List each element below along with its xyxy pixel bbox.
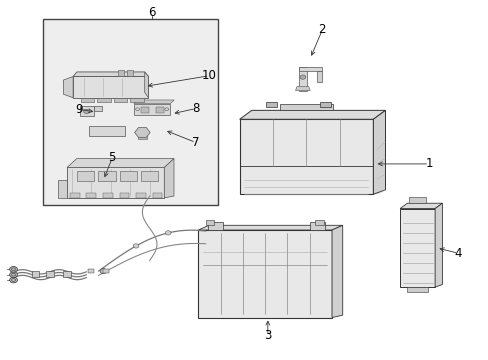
Polygon shape [239,111,385,119]
Polygon shape [198,230,331,318]
Polygon shape [399,203,442,208]
Bar [266,102,277,108]
Polygon shape [239,119,372,194]
Circle shape [299,75,305,79]
Bar [130,98,143,102]
Text: 4: 4 [454,247,461,260]
Circle shape [165,231,171,235]
Text: 9: 9 [75,103,83,116]
Polygon shape [295,86,309,91]
Polygon shape [298,67,306,91]
Bar [81,98,94,102]
Circle shape [10,272,18,278]
Bar [267,277,285,312]
Polygon shape [67,158,174,167]
Bar [103,269,109,273]
Bar [103,193,113,198]
Polygon shape [93,107,102,111]
Polygon shape [58,180,67,198]
Bar [205,220,214,225]
Circle shape [100,269,107,274]
Bar [152,193,162,198]
Polygon shape [134,127,150,138]
Polygon shape [73,72,148,76]
Text: 10: 10 [202,69,217,82]
Polygon shape [399,208,434,287]
Polygon shape [144,72,148,98]
Bar [141,171,158,181]
Bar [136,193,145,198]
Bar [314,220,323,225]
Bar [31,271,39,277]
Circle shape [10,266,18,272]
Bar [118,70,124,76]
Bar [63,271,71,277]
Text: 5: 5 [108,151,116,165]
Text: 2: 2 [318,23,325,36]
Bar [279,104,332,111]
Bar [407,287,427,292]
Bar [201,277,218,312]
Bar [156,107,163,113]
Text: 3: 3 [264,329,271,342]
Polygon shape [73,76,148,98]
Bar [309,222,324,230]
Bar [119,171,137,181]
Bar [289,277,306,312]
Bar [319,102,330,108]
Bar [141,107,149,113]
Polygon shape [331,225,342,318]
Circle shape [10,277,18,283]
Bar [245,277,262,312]
Bar [127,70,133,76]
Bar [119,193,129,198]
Text: 8: 8 [192,102,199,115]
Text: 1: 1 [425,157,432,170]
Polygon shape [63,76,73,98]
Polygon shape [89,126,125,136]
Bar [408,197,426,203]
Text: 6: 6 [148,6,156,19]
Circle shape [83,109,89,113]
Bar [88,269,94,273]
Polygon shape [80,107,93,116]
Polygon shape [372,111,385,194]
Polygon shape [298,67,322,71]
Bar [223,277,240,312]
Polygon shape [67,167,164,198]
Bar [97,98,111,102]
Circle shape [133,244,139,248]
Polygon shape [164,158,174,198]
Bar [46,271,54,277]
Polygon shape [317,71,322,82]
Bar [70,193,80,198]
Polygon shape [198,225,342,230]
Polygon shape [137,135,147,139]
Polygon shape [434,203,442,287]
Polygon shape [134,100,174,104]
Text: 7: 7 [192,136,199,149]
Bar [207,222,222,230]
Bar [42,19,217,205]
Bar [77,171,94,181]
Polygon shape [134,104,170,115]
Bar [86,193,96,198]
Bar [114,98,127,102]
Bar [98,171,116,181]
